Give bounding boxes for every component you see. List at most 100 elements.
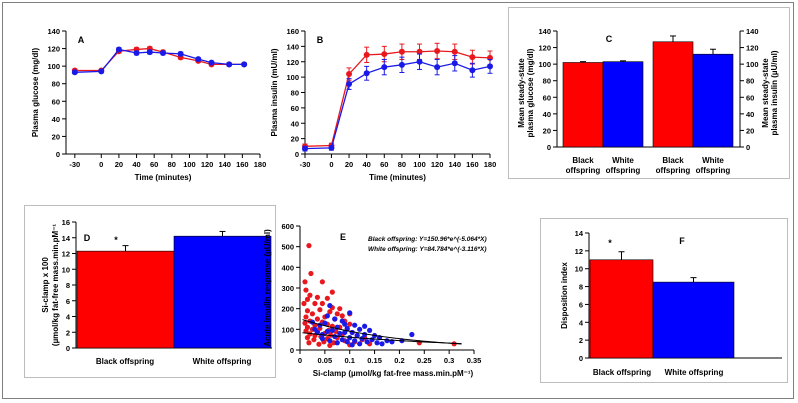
y-tick-label: 8 xyxy=(579,283,583,292)
scatter-point xyxy=(317,307,323,313)
category-label-line1: White xyxy=(702,156,724,165)
y-axis-label-line2: (µmol/kg fat-free mass.min.pM⁻¹ xyxy=(51,224,60,347)
scatter-point xyxy=(312,300,318,307)
x-tick-label: 40 xyxy=(362,160,370,169)
bar xyxy=(652,281,735,359)
panel-letter: C xyxy=(606,34,613,44)
x-tick-label: 20 xyxy=(345,160,353,169)
y-tick-label: 8 xyxy=(66,281,70,290)
scatter-point xyxy=(362,323,368,329)
y-axis-label-right-line1: Mean steady-state xyxy=(761,58,770,128)
y-tick-label-right: 120 xyxy=(746,44,759,53)
data-point xyxy=(146,49,153,56)
scatter-point xyxy=(302,320,308,326)
y-tick-label-right: 60 xyxy=(746,93,754,102)
scatter-point xyxy=(329,327,335,333)
y-tick-label: 20 xyxy=(52,132,60,141)
x-tick-label: 0.15 xyxy=(367,356,382,365)
data-point xyxy=(451,48,458,55)
panel-letter: D xyxy=(84,233,91,243)
category-label-line2: offspring xyxy=(566,166,601,175)
x-tick-label: 0.2 xyxy=(394,356,404,365)
data-point xyxy=(469,67,476,74)
scatter-point xyxy=(347,321,353,327)
y-tick-label: 6 xyxy=(579,300,583,309)
category-label-line2: offspring xyxy=(696,166,731,175)
fit-curve xyxy=(302,332,462,345)
panel-letter: F xyxy=(679,236,685,246)
y-tick-label: 0 xyxy=(295,150,299,159)
x-tick-label: 140 xyxy=(449,160,462,169)
data-point xyxy=(381,64,388,71)
data-point xyxy=(195,56,202,63)
category-label: White offspring xyxy=(665,368,724,377)
category-label-line1: Black xyxy=(572,156,594,165)
scatter-point xyxy=(332,316,338,322)
data-point xyxy=(160,49,166,56)
scatter-point xyxy=(302,279,308,285)
data-point xyxy=(133,49,140,56)
x-tick-label: 60 xyxy=(150,160,158,169)
scatter-point xyxy=(308,270,314,277)
scatter-point xyxy=(352,322,358,328)
panel-letter: B xyxy=(317,35,324,45)
x-tick-label: 40 xyxy=(132,160,140,169)
scatter-point xyxy=(327,338,333,344)
panel-c-frame xyxy=(508,7,790,179)
data-point xyxy=(302,145,308,152)
y-tick-label: 300 xyxy=(281,284,294,293)
x-tick-label: 20 xyxy=(115,160,123,169)
y-tick-label: 80 xyxy=(291,89,299,98)
data-point xyxy=(398,48,405,55)
scatter-point xyxy=(364,339,370,345)
data-point xyxy=(115,46,122,53)
data-point xyxy=(363,70,370,77)
bar xyxy=(652,41,694,148)
y-tick-label: 120 xyxy=(47,45,60,54)
scatter-point xyxy=(329,289,335,295)
x-tick-label: 0.25 xyxy=(417,356,432,365)
bar xyxy=(589,259,654,359)
y-tick-label-right: 40 xyxy=(746,110,754,119)
x-tick-label: 0.1 xyxy=(344,356,354,365)
data-point xyxy=(469,54,476,61)
x-tick-label: 120 xyxy=(431,160,444,169)
category-label-line1: White xyxy=(612,156,634,165)
y-tick-label: 100 xyxy=(47,62,60,71)
category-label: Black offspring xyxy=(593,368,651,377)
y-tick-label: 14 xyxy=(62,234,71,243)
scatter-point xyxy=(334,340,340,346)
data-point xyxy=(241,61,248,68)
x-tick-label: 0 xyxy=(298,356,302,365)
y-tick-label: 0 xyxy=(56,150,60,159)
y-tick-label-right: 140 xyxy=(746,27,759,36)
y-tick-label: 20 xyxy=(291,135,299,144)
data-point xyxy=(346,71,353,78)
data-point xyxy=(328,144,335,151)
y-tick-label: 12 xyxy=(575,247,583,256)
data-point xyxy=(434,47,441,54)
y-tick-label: 140 xyxy=(47,27,60,36)
scatter-point xyxy=(327,342,333,349)
y-tick-label: 4 xyxy=(66,313,71,322)
category-label-line1: Black xyxy=(662,156,684,165)
scatter-point xyxy=(379,341,385,347)
x-tick-label: 140 xyxy=(218,160,231,169)
data-point xyxy=(416,58,423,65)
y-axis-label: Disposition index xyxy=(560,262,569,329)
scatter-point xyxy=(304,335,311,341)
x-axis-label: Si-clamp (µmol/kg fat-free mass.min.pM⁻¹… xyxy=(313,369,474,378)
y-tick-label: 500 xyxy=(281,243,294,252)
y-tick-label: 10 xyxy=(575,265,583,274)
y-axis-label-line1: Si-clamp x 100 xyxy=(41,257,50,313)
y-axis-label-left-line2: plasma glucose (mg/dl) xyxy=(526,48,535,137)
scatter-point xyxy=(319,300,325,307)
scatter-point xyxy=(354,332,360,339)
series-line xyxy=(304,61,491,150)
figure-frame xyxy=(2,2,794,399)
x-tick-label: 180 xyxy=(254,160,267,169)
data-point xyxy=(98,68,105,75)
scatter-point xyxy=(324,328,330,334)
panel-letter: E xyxy=(340,232,346,242)
scatter-point xyxy=(347,310,353,316)
